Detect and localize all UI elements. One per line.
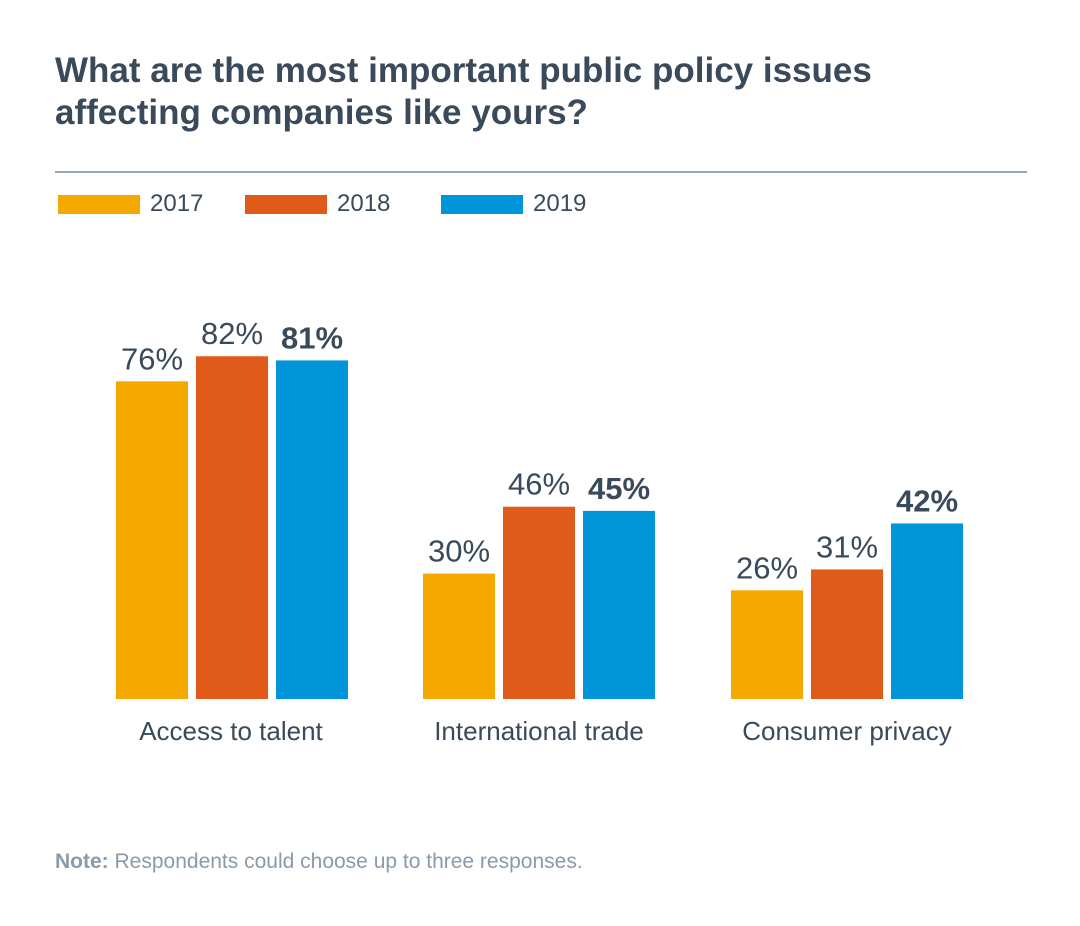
data-label-2018-2: 31% — [816, 529, 878, 564]
note-text: Respondents could choose up to three res… — [114, 850, 583, 873]
legend-swatch-2018 — [245, 194, 327, 214]
legend-label-2017: 2017 — [150, 190, 204, 217]
legend-item-2017: 2017 — [58, 190, 204, 217]
chart-title-line-2: affecting companies like yours? — [55, 93, 588, 132]
category-label-1: International trade — [434, 716, 644, 746]
title-divider — [55, 171, 1027, 173]
data-label-2017-1: 30% — [428, 534, 490, 569]
bar-2018-0 — [196, 356, 268, 699]
data-label-2019-0: 81% — [281, 320, 343, 355]
data-label-2018-0: 82% — [201, 316, 263, 351]
data-label-2017-2: 26% — [736, 550, 798, 585]
bar-2019-1 — [583, 510, 655, 699]
data-label-2017-0: 76% — [121, 341, 183, 376]
legend-label-2019: 2019 — [533, 190, 587, 217]
legend-swatch-2019 — [441, 194, 523, 214]
data-label-2019-2: 42% — [896, 483, 958, 518]
bar-2018-2 — [811, 569, 883, 699]
chart-title: What are the most important public polic… — [55, 50, 1015, 134]
bar-2018-1 — [503, 506, 575, 699]
note-label: Note: — [55, 850, 109, 873]
bar-2019-0 — [276, 360, 348, 699]
bar-2019-2 — [891, 523, 963, 699]
legend-item-2018: 2018 — [245, 190, 391, 217]
legend-item-2019: 2019 — [441, 190, 587, 217]
chart-note: Note: Respondents could choose up to thr… — [55, 850, 583, 874]
chart-title-line-1: What are the most important public polic… — [55, 51, 872, 90]
category-label-2: Consumer privacy — [742, 716, 952, 746]
legend-label-2018: 2018 — [337, 190, 391, 217]
legend-swatch-2017 — [58, 194, 140, 214]
data-label-2018-1: 46% — [508, 467, 570, 502]
bar-2017-0 — [116, 381, 188, 699]
data-label-2019-1: 45% — [588, 471, 650, 506]
bar-2017-2 — [731, 590, 803, 699]
category-label-0: Access to talent — [139, 716, 323, 746]
bar-2017-1 — [423, 573, 495, 699]
